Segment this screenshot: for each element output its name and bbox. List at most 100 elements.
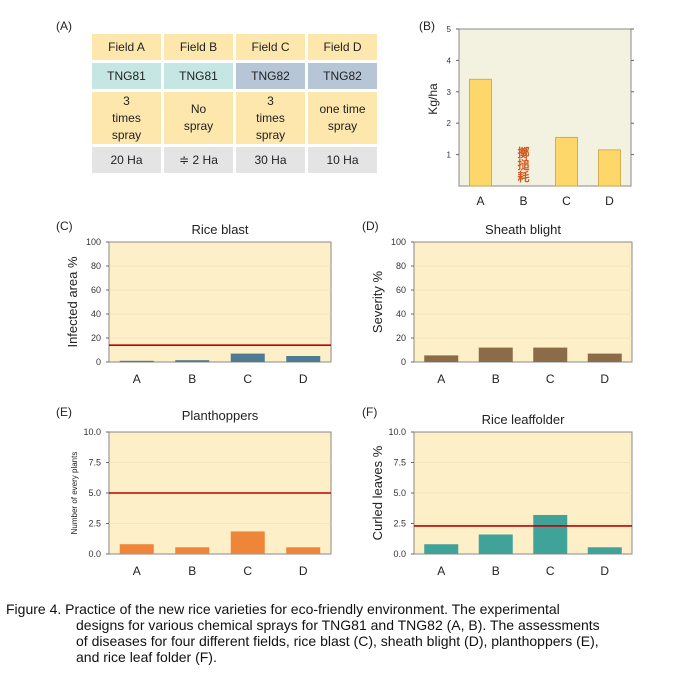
spray-line: spray xyxy=(111,127,142,142)
x-category-label: C xyxy=(546,564,555,578)
y-tick-label: 7.5 xyxy=(88,458,101,468)
bar-c xyxy=(230,353,265,362)
spray-cell: 3 times spray xyxy=(236,92,305,144)
bar-f xyxy=(533,514,568,554)
spray-cell: one time spray xyxy=(308,92,377,144)
y-tick-label: 10.0 xyxy=(388,427,406,437)
y-tick-label: 0 xyxy=(96,357,101,367)
plot-area-d xyxy=(413,241,633,363)
x-category-label: D xyxy=(600,372,609,386)
y-tick-label: 80 xyxy=(396,261,406,271)
area-cell: 30 Ha xyxy=(236,147,305,173)
y-tick-label: 40 xyxy=(91,309,101,319)
x-category-label: B xyxy=(188,372,196,386)
caption-line: designs for various chemical sprays for … xyxy=(76,617,600,633)
bar-e xyxy=(175,547,210,554)
bar-f xyxy=(424,544,459,554)
panel-label-d: (D) xyxy=(362,219,379,233)
field-cell: Field D xyxy=(308,34,377,60)
bar-b xyxy=(555,136,578,187)
y-tick-label: 100 xyxy=(391,237,406,247)
y-axis-label-f: Curled leaves % xyxy=(370,445,385,540)
x-category-label: D xyxy=(299,372,308,386)
bar-e xyxy=(119,544,154,554)
bar-b xyxy=(598,149,621,187)
bar-d xyxy=(587,353,622,362)
panel-label-b: (B) xyxy=(419,19,435,33)
spray-line: spray xyxy=(327,119,358,133)
spray-line: 3 xyxy=(267,93,274,108)
x-category-label: C xyxy=(562,194,571,208)
field-row: Field A Field B Field C Field D xyxy=(92,34,377,60)
y-tick-label: 10.0 xyxy=(83,427,101,437)
variety-cell: TNG81 xyxy=(92,63,161,89)
x-category-label: A xyxy=(133,564,141,578)
y-tick-label: 5.0 xyxy=(88,488,101,498)
x-category-label: D xyxy=(600,564,609,578)
area-row: 20 Ha ≑ 2 Ha 30 Ha 10 Ha xyxy=(92,147,377,173)
x-category-label: D xyxy=(605,194,614,208)
spray-line: times xyxy=(256,110,285,125)
bar-e xyxy=(286,547,321,554)
y-tick-label: 20 xyxy=(91,333,101,343)
panel-label-a: (A) xyxy=(56,19,72,33)
variety-cell: TNG82 xyxy=(236,63,305,89)
x-category-label: A xyxy=(437,372,445,386)
stamp-annotation-glyph: 搥 xyxy=(517,157,529,172)
x-category-label: B xyxy=(188,564,196,578)
panel-label-c: (C) xyxy=(56,219,73,233)
y-axis-label-d: Severity % xyxy=(370,270,385,333)
bar-c xyxy=(286,356,321,362)
y-tick-label: 0.0 xyxy=(88,549,101,559)
bar-f xyxy=(478,534,513,554)
y-tick-label: 100 xyxy=(86,237,101,247)
x-category-label: C xyxy=(243,372,252,386)
bar-d xyxy=(478,347,513,362)
y-tick-label: 60 xyxy=(91,285,101,295)
x-category-label: B xyxy=(492,564,500,578)
x-category-label: B xyxy=(492,372,500,386)
spray-line: spray xyxy=(183,119,214,133)
y-tick-label: 5 xyxy=(447,25,452,34)
spray-cell: No spray xyxy=(164,92,233,144)
spray-line: times xyxy=(112,110,141,125)
bar-e xyxy=(230,531,265,554)
x-category-label: A xyxy=(437,564,445,578)
chart-title-d: Sheath blight xyxy=(485,222,561,237)
figure-caption: Figure 4. Practice of the new rice varie… xyxy=(6,601,676,665)
spray-line: 3 xyxy=(123,93,130,108)
y-tick-label: 3 xyxy=(447,88,452,97)
panel-label-f: (F) xyxy=(362,405,378,419)
y-tick-label: 7.5 xyxy=(393,458,406,468)
chart-title-f: Rice leaffolder xyxy=(482,412,566,427)
chart-title-c: Rice blast xyxy=(191,222,248,237)
variety-cell: TNG81 xyxy=(164,63,233,89)
y-axis-label-b: Kg/ha xyxy=(426,83,440,115)
y-tick-label: 60 xyxy=(396,285,406,295)
y-tick-label: 0 xyxy=(401,357,406,367)
caption-line: of diseases for four different fields, r… xyxy=(76,633,599,649)
field-cell: Field B xyxy=(164,34,233,60)
x-category-label: C xyxy=(546,372,555,386)
area-cell: ≑ 2 Ha xyxy=(164,147,233,173)
y-tick-label: 1 xyxy=(447,151,452,160)
y-tick-label: 2.5 xyxy=(393,519,406,529)
stamp-annotation-glyph: 擲 xyxy=(517,145,529,160)
field-cell: Field A xyxy=(92,34,161,60)
x-category-label: D xyxy=(299,564,308,578)
x-category-label: A xyxy=(476,194,484,208)
field-cell: Field C xyxy=(236,34,305,60)
y-tick-label: 80 xyxy=(91,261,101,271)
bar-d xyxy=(533,347,568,362)
y-tick-label: 5.0 xyxy=(393,488,406,498)
variety-cell: TNG82 xyxy=(308,63,377,89)
bar-f xyxy=(587,547,622,554)
y-axis-label-c: Infected area % xyxy=(65,256,80,347)
area-cell: 10 Ha xyxy=(308,147,377,173)
x-category-label: A xyxy=(133,372,141,386)
y-tick-label: 20 xyxy=(396,333,406,343)
spray-cell: 3 times spray xyxy=(92,92,161,144)
variety-row: TNG81 TNG81 TNG82 TNG82 xyxy=(92,63,377,89)
spray-row: 3 times spray No spray 3 times spray one… xyxy=(92,92,377,144)
y-axis-label-e: Number of every plants xyxy=(70,452,79,535)
